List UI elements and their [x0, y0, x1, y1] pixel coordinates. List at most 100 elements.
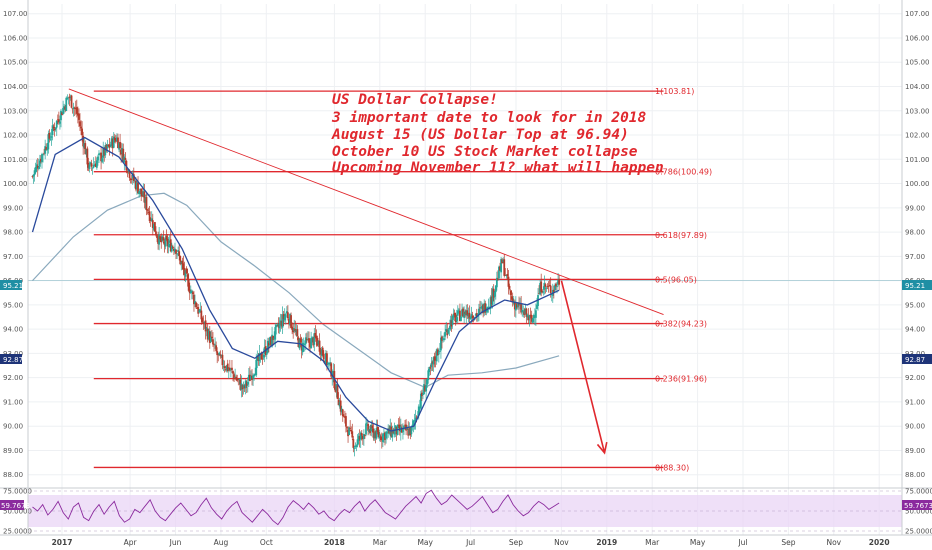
candle-body [32, 174, 35, 177]
candle-body [242, 384, 245, 388]
candle-body [109, 145, 112, 147]
candle-body [254, 373, 257, 376]
candle-body [48, 133, 51, 139]
candle-body [362, 433, 365, 440]
fib-level-label: 0.236(91.96) [655, 375, 707, 384]
candle-body [86, 148, 89, 165]
candle-body [425, 384, 428, 392]
candle-body [53, 128, 56, 131]
candle-body [413, 420, 416, 422]
rsi-line [32, 489, 560, 526]
fib-level-label: 0.618(97.89) [655, 231, 707, 240]
candle-body [372, 428, 375, 438]
candle-body [219, 354, 222, 357]
candle-body [536, 304, 538, 309]
candle-body [368, 429, 371, 433]
fast-ma-line [31, 136, 560, 432]
ma-badge-right-text: 92.87 [905, 356, 925, 364]
candle-body [310, 337, 313, 349]
candle-body [349, 427, 352, 429]
x-tick-label: 2017 [52, 538, 73, 547]
candle-body [547, 285, 550, 287]
candle-body [162, 237, 165, 241]
candle-body [329, 362, 332, 365]
candle-body [331, 377, 334, 379]
candle-body [453, 312, 456, 316]
candle-body [338, 402, 341, 407]
candle-body [128, 170, 131, 179]
fibonacci-retracement[interactable]: 1(103.81) 0.786(100.49) 0.618(97.89) 0.5(96… [93, 87, 712, 472]
candle-body [495, 277, 498, 288]
candle-body [176, 253, 178, 255]
candle-body [312, 337, 315, 346]
rsi-tick-left: 25.0000 [3, 528, 32, 536]
y-tick-left: 94.00 [3, 326, 23, 334]
candle-body [224, 368, 227, 370]
candle-body [291, 326, 294, 330]
x-tick-label: Nov [554, 538, 569, 547]
candle-body [207, 330, 210, 340]
candle-body [470, 314, 473, 319]
candle-body [491, 288, 494, 305]
annotation-text[interactable]: US Dollar Collapse! 3 important date to … [331, 92, 664, 176]
y-tick-right: 91.00 [905, 398, 925, 406]
candle-body [124, 157, 127, 160]
y-tick-right: 101.00 [905, 156, 930, 164]
candle-body [554, 285, 556, 291]
y-tick-right: 94.00 [905, 326, 925, 334]
candle-body [72, 107, 75, 109]
candle-body [213, 344, 215, 346]
candle-body [381, 434, 384, 442]
candle-body [507, 276, 510, 287]
candle-body [364, 435, 366, 437]
candle-body [348, 427, 351, 436]
candle-body [230, 368, 232, 370]
candle-body [174, 248, 176, 253]
candle-body [89, 162, 92, 165]
y-tick-left: 100.00 [3, 180, 28, 188]
y-tick-right: 99.00 [905, 204, 925, 212]
candle-body [80, 126, 82, 129]
x-tick-label: May [417, 538, 433, 547]
candle-body [483, 303, 486, 313]
candle-body [143, 191, 146, 203]
candle-body [422, 393, 424, 395]
candle-body [167, 243, 170, 248]
candle-body [166, 238, 169, 247]
candle-body [66, 97, 69, 100]
candle-body [76, 113, 79, 116]
candle-body [402, 428, 404, 433]
candle-body [262, 354, 265, 358]
candle-body [198, 310, 201, 313]
projection-arrow[interactable] [560, 280, 608, 455]
candle-body [500, 259, 502, 273]
candle-body [467, 314, 470, 317]
candle-body [541, 290, 544, 293]
candle-body [103, 148, 106, 156]
candle-body [320, 349, 323, 356]
candle-body [328, 363, 330, 365]
annotation-line-2: 3 important date to look for in 2018 [331, 110, 647, 126]
candle-body [317, 341, 320, 345]
candle-body [74, 108, 77, 110]
candle-body [251, 375, 253, 380]
candle-body [451, 315, 454, 326]
descending-trendline[interactable] [68, 88, 664, 315]
x-tick-label: Apr [124, 538, 138, 547]
candle-body [138, 191, 140, 195]
candle-body [102, 148, 105, 158]
y-tick-left: 106.00 [3, 34, 28, 42]
candle-body [223, 366, 226, 369]
candle-body [549, 285, 552, 294]
candle-body [182, 263, 185, 270]
candle-body [141, 193, 144, 197]
candle-body [409, 427, 412, 436]
x-tick-label: 2019 [596, 538, 617, 547]
candle-body [249, 374, 251, 382]
y-tick-right: 95.00 [905, 301, 925, 309]
candle-body [315, 335, 318, 339]
candle-body [421, 392, 423, 396]
candle-body [217, 353, 220, 355]
rsi-tick-right: 25.0000 [905, 528, 932, 536]
